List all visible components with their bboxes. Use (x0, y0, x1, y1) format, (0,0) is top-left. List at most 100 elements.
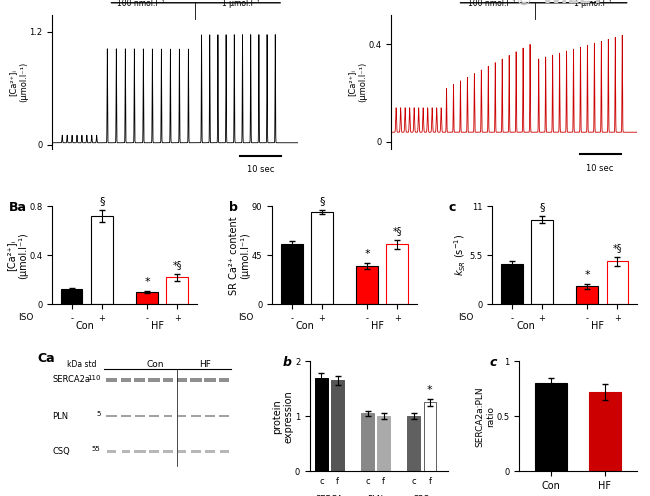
Bar (191, 450, 201, 453)
Bar (205, 415, 214, 418)
Text: *: * (364, 249, 370, 259)
Text: CSQ: CSQ (413, 495, 431, 496)
Text: 1 μmol.l⁻¹: 1 μmol.l⁻¹ (222, 0, 260, 8)
Text: c: c (411, 478, 416, 487)
Text: b: b (229, 201, 237, 214)
Text: Con: Con (516, 320, 535, 331)
Text: ISO: ISO (458, 313, 473, 322)
Bar (191, 415, 201, 418)
Text: HF: HF (200, 360, 211, 369)
Text: HF: HF (151, 320, 164, 331)
Text: Ba: Ba (8, 201, 27, 214)
Text: c: c (448, 201, 456, 214)
Text: §: § (319, 196, 324, 206)
Bar (134, 450, 146, 453)
Text: c: c (490, 356, 497, 369)
Y-axis label: [Ca²⁺]ᵢ
(μmol.l⁻¹): [Ca²⁺]ᵢ (μmol.l⁻¹) (8, 62, 28, 102)
Text: §: § (99, 196, 105, 206)
Text: WILEY: WILEY (541, 0, 604, 7)
Y-axis label: [Ca²⁺]ᵢ
(μmol.l⁻¹): [Ca²⁺]ᵢ (μmol.l⁻¹) (6, 232, 28, 279)
Text: SERCA2a: SERCA2a (53, 375, 90, 384)
Y-axis label: $\it{k}_{SR}$ (s$^{-1}$): $\it{k}_{SR}$ (s$^{-1}$) (452, 234, 468, 276)
Text: 100 nmol.l⁻¹: 100 nmol.l⁻¹ (468, 0, 516, 8)
Bar (332, 380, 344, 471)
Bar (218, 415, 229, 418)
Bar (311, 212, 333, 304)
Text: f: f (382, 478, 385, 487)
Text: Con: Con (296, 320, 315, 331)
Text: *: * (427, 385, 433, 395)
Y-axis label: SR Ca²⁺ content
(μmol.l⁻¹): SR Ca²⁺ content (μmol.l⁻¹) (229, 216, 250, 295)
Text: 1 μmol.l⁻¹: 1 μmol.l⁻¹ (574, 0, 612, 8)
Bar (606, 261, 629, 304)
Bar (205, 450, 215, 453)
Text: SERCA: SERCA (316, 495, 343, 496)
Bar (107, 415, 117, 418)
Bar (164, 415, 172, 418)
Text: Con: Con (146, 360, 164, 369)
Y-axis label: [Ca²⁺]ᵢ
(μmol.l⁻¹): [Ca²⁺]ᵢ (μmol.l⁻¹) (348, 62, 367, 102)
Text: Con: Con (76, 320, 95, 331)
Text: 10 sec: 10 sec (247, 165, 274, 174)
Bar (315, 377, 328, 471)
Bar (408, 416, 420, 471)
Bar (121, 415, 131, 418)
Text: 110: 110 (87, 374, 101, 381)
Text: §: § (540, 202, 545, 212)
Text: PLN: PLN (53, 412, 68, 421)
Bar (122, 450, 130, 453)
Text: *§: *§ (172, 260, 182, 270)
Text: HF: HF (371, 320, 384, 331)
Text: *§: *§ (612, 243, 622, 253)
Text: *: * (584, 270, 590, 280)
Bar (149, 415, 159, 418)
Bar (361, 414, 374, 471)
Text: HF: HF (592, 320, 604, 331)
Text: 100 nmol.l⁻¹: 100 nmol.l⁻¹ (116, 0, 164, 8)
Bar (220, 450, 229, 453)
Text: CSQ: CSQ (53, 447, 70, 456)
Bar (148, 378, 160, 381)
Bar (163, 378, 173, 381)
Bar (121, 378, 131, 381)
Bar (219, 378, 229, 381)
Text: PLN: PLN (368, 495, 384, 496)
Text: c: c (319, 478, 324, 487)
Text: ISO: ISO (18, 313, 33, 322)
Text: 10 sec: 10 sec (586, 164, 614, 173)
Bar (589, 392, 621, 471)
Text: c: c (365, 478, 370, 487)
Bar (60, 290, 83, 304)
Text: 55: 55 (92, 446, 101, 452)
Bar (204, 378, 216, 381)
Bar (177, 450, 187, 453)
Bar (387, 245, 408, 304)
Bar (166, 277, 188, 304)
Text: f: f (336, 478, 339, 487)
Text: ©: © (514, 0, 532, 8)
Bar (107, 450, 116, 453)
Text: f: f (428, 478, 432, 487)
Bar (531, 220, 553, 304)
Y-axis label: protein
expression: protein expression (272, 390, 294, 442)
Text: ISO: ISO (238, 313, 254, 322)
Bar (107, 378, 117, 381)
Text: kDa std: kDa std (68, 360, 97, 369)
Text: *§: *§ (393, 226, 402, 236)
Bar (378, 416, 390, 471)
Bar (177, 415, 186, 418)
Bar (501, 264, 523, 304)
Bar (91, 216, 112, 304)
Bar (135, 378, 146, 381)
Bar (135, 415, 145, 418)
Bar (536, 383, 567, 471)
Text: *: * (144, 277, 150, 287)
Bar (424, 402, 436, 471)
Text: Ca: Ca (37, 352, 55, 366)
Text: 5: 5 (96, 411, 101, 417)
Bar (577, 286, 598, 304)
Bar (149, 450, 159, 453)
Bar (356, 266, 378, 304)
Bar (162, 450, 173, 453)
Text: b: b (282, 356, 291, 369)
